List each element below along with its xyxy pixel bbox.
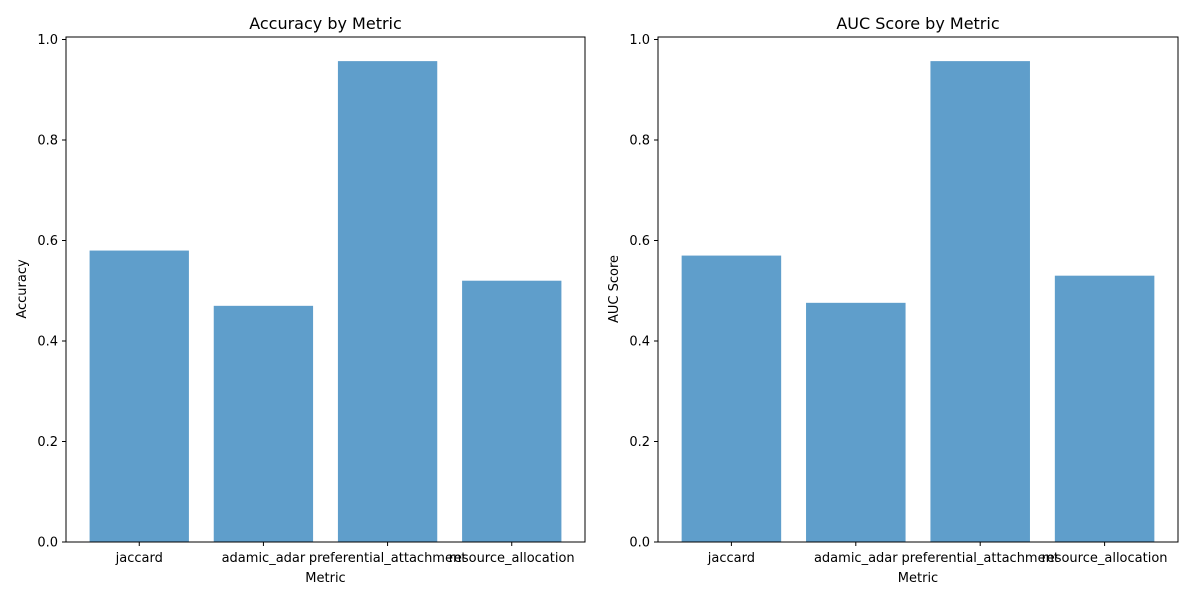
- accuracy-chart-title: Accuracy by Metric: [249, 14, 402, 33]
- auc-x-axis-label: Metric: [898, 571, 938, 586]
- accuracy-y-ticks: 0.0 0.2 0.4 0.6 0.8 1.0: [37, 33, 66, 551]
- accuracy-y-tick-label: 0.2: [37, 435, 58, 450]
- accuracy-y-tick-label: 1.0: [37, 33, 58, 48]
- auc-x-tick-label: preferential_attachment: [901, 551, 1058, 566]
- auc-y-tick-label: 1.0: [629, 33, 650, 48]
- auc-x-tick-label: adamic_adar: [814, 551, 898, 566]
- accuracy-bars: [89, 61, 562, 543]
- auc-bar-preferential_attachment: [930, 61, 1030, 543]
- auc-y-axis-label: AUC Score: [607, 255, 622, 323]
- auc-x-tick-label: resource_allocation: [1042, 551, 1168, 566]
- auc-bar-jaccard: [681, 255, 782, 542]
- auc-bar-adamic_adar: [806, 302, 906, 542]
- auc-x-ticks: jaccard adamic_adar preferential_attachmen…: [707, 542, 1168, 566]
- accuracy-bar-adamic_adar: [213, 305, 314, 542]
- accuracy-x-ticks: jaccard adamic_adar preferential_attachmen…: [115, 542, 575, 566]
- accuracy-bar-preferential_attachment: [337, 61, 438, 543]
- auc-bars: [681, 61, 1155, 543]
- auc-axes-frame: [657, 36, 1179, 543]
- accuracy-x-tick-label: resource_allocation: [449, 551, 575, 566]
- auc-y-tick-label: 0.8: [629, 134, 650, 149]
- accuracy-x-tick-label: adamic_adar: [222, 551, 306, 566]
- accuracy-x-tick-label: preferential_attachment: [309, 551, 466, 566]
- accuracy-bar-resource_allocation: [462, 280, 562, 542]
- auc-y-tick-label: 0.0: [629, 536, 650, 551]
- accuracy-x-tick-label: jaccard: [115, 551, 163, 566]
- auc-y-tick-label: 0.6: [629, 234, 650, 249]
- auc-y-tick-label: 0.2: [629, 435, 650, 450]
- accuracy-x-axis-label: Metric: [305, 571, 345, 586]
- auc-chart-title: AUC Score by Metric: [836, 14, 999, 33]
- auc-bar-resource_allocation: [1054, 275, 1155, 542]
- auc-y-ticks: 0.0 0.2 0.4 0.6 0.8 1.0: [629, 33, 658, 551]
- accuracy-y-tick-label: 0.4: [37, 335, 58, 350]
- accuracy-y-tick-label: 0.0: [37, 536, 58, 551]
- accuracy-y-tick-label: 0.8: [37, 134, 58, 149]
- accuracy-y-tick-label: 0.6: [37, 234, 58, 249]
- accuracy-chart-panel: Accuracy by Metric Metric Accuracy 0.00.…: [15, 14, 586, 586]
- accuracy-y-axis-label: Accuracy: [15, 259, 30, 319]
- auc-y-tick-label: 0.4: [629, 335, 650, 350]
- auc-x-tick-label: jaccard: [707, 551, 755, 566]
- accuracy-axes-frame: [65, 36, 586, 543]
- auc-chart-panel: AUC Score by Metric Metric AUC Score 0.0…: [607, 14, 1179, 586]
- accuracy-bar-jaccard: [89, 250, 189, 542]
